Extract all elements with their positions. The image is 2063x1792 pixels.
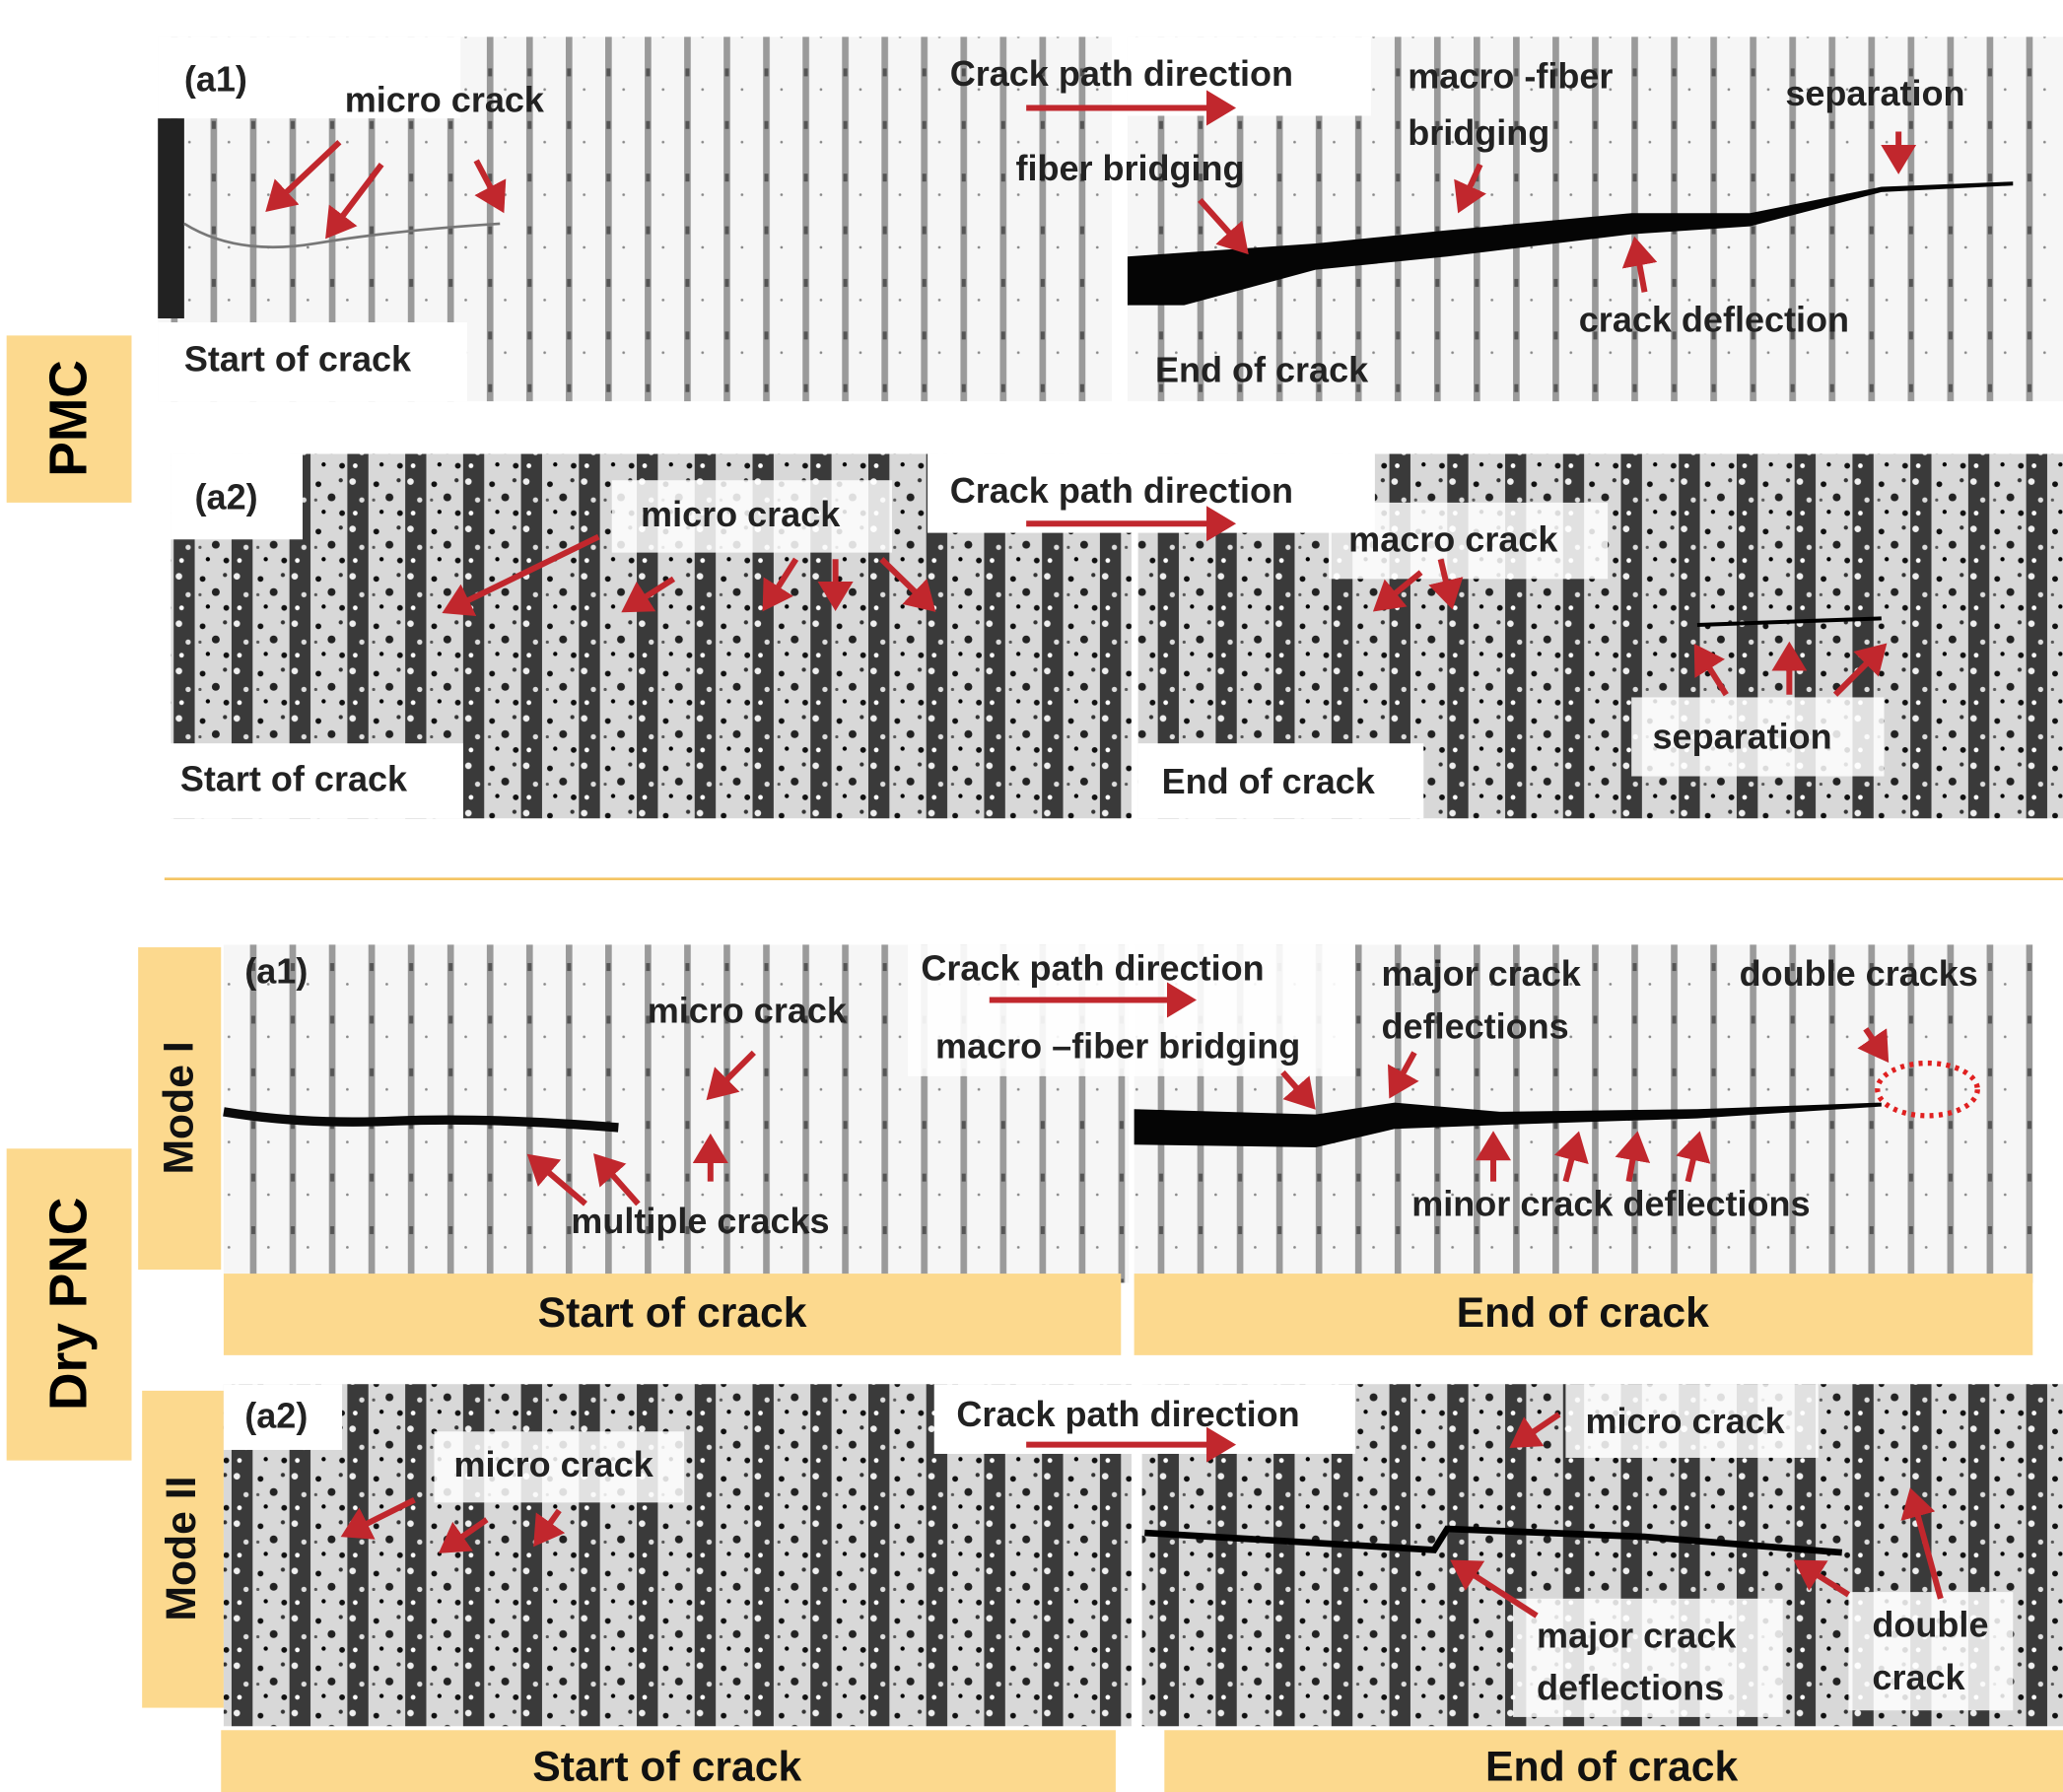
annotation: fiber bridging <box>1015 148 1244 188</box>
annotation: minor crack deflections <box>1411 1184 1810 1224</box>
micrograph-edge <box>158 118 184 318</box>
annotation: double <box>1872 1605 1988 1645</box>
annotation: Crack path direction <box>950 470 1293 511</box>
annotation: crack deflection <box>1579 300 1849 340</box>
annotation: Start of crack <box>184 339 412 379</box>
annotation: macro -fiber <box>1408 56 1613 97</box>
bar-label: Start of crack <box>532 1744 801 1791</box>
annotation: Crack path direction <box>950 53 1293 94</box>
annotation: deflections <box>1382 1005 1569 1046</box>
section-label: PMC <box>40 360 99 477</box>
annotation: double cracks <box>1740 953 1978 994</box>
bar-label: Start of crack <box>538 1289 807 1337</box>
annotation: separation <box>1785 73 1964 113</box>
annotation: major crack <box>1382 953 1582 994</box>
mode-label: Mode II <box>158 1477 205 1621</box>
figure: PMC (a1) micro crack Crack path directio… <box>0 0 2063 1792</box>
panel-label: (a2) <box>244 1395 308 1435</box>
bar-label: End of crack <box>1457 1289 1710 1337</box>
annotation: crack <box>1872 1657 1965 1697</box>
annotation: major crack <box>1537 1615 1737 1655</box>
bar-label: End of crack <box>1485 1744 1739 1791</box>
annotation: Crack path direction <box>921 948 1264 989</box>
annotation: multiple cracks <box>571 1201 829 1241</box>
section-label: Dry PNC <box>40 1198 99 1412</box>
annotation: End of crack <box>1155 349 1369 389</box>
panel-label: (a2) <box>195 477 258 517</box>
annotation: micro crack <box>641 494 841 534</box>
panel-label: (a1) <box>184 58 247 99</box>
annotation: Start of crack <box>180 758 408 798</box>
annotation: separation <box>1653 717 1832 757</box>
panel-label: (a1) <box>244 950 308 991</box>
annotation: micro crack <box>454 1444 654 1484</box>
mode-label: Mode I <box>155 1041 202 1174</box>
annotation: deflections <box>1537 1668 1724 1708</box>
annotation: Crack path direction <box>956 1394 1299 1434</box>
annotation: bridging <box>1408 112 1549 153</box>
annotation: micro crack <box>1585 1401 1785 1441</box>
annotation: micro crack <box>648 990 848 1030</box>
annotation: macro crack <box>1348 518 1558 559</box>
annotation: macro –fiber bridging <box>935 1025 1300 1066</box>
annotation: End of crack <box>1162 761 1376 801</box>
annotation: micro crack <box>345 80 545 120</box>
